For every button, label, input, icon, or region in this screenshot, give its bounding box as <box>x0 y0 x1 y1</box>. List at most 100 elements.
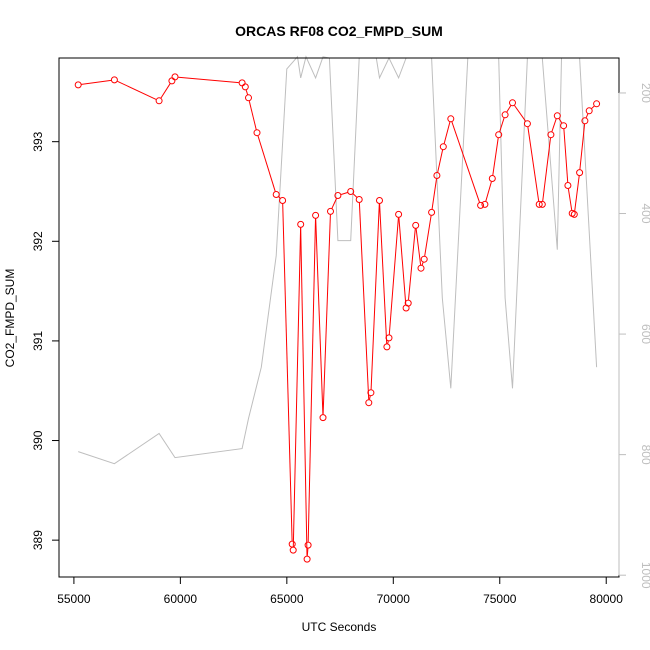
co2-point <box>312 211 320 219</box>
co2-point <box>303 555 311 563</box>
co2-point <box>564 182 572 189</box>
co2-line-segment <box>431 178 437 210</box>
co2-point <box>297 220 305 228</box>
co2-line-segment <box>300 227 308 556</box>
co2-line-segment <box>340 192 348 195</box>
co2-point <box>412 221 420 229</box>
co2-point <box>304 541 312 549</box>
co2-line-segment <box>278 196 281 199</box>
right-tick-label: 200 <box>639 83 650 103</box>
co2-point <box>155 97 163 105</box>
co2-line-segment <box>282 203 293 541</box>
co2-line-segment <box>492 137 499 176</box>
chart-title: ORCAS RF08 CO2_FMPD_SUM <box>235 23 443 39</box>
co2-line-segment <box>558 118 563 124</box>
co2-point <box>365 399 373 407</box>
co2-point <box>447 115 455 123</box>
co2-point <box>433 172 441 179</box>
co2-line-segment <box>443 121 451 144</box>
co2-point <box>547 131 555 139</box>
co2-line-segment <box>591 105 595 109</box>
co2-point <box>495 131 503 139</box>
co2-point <box>327 207 334 215</box>
co2-line-segment <box>387 340 389 344</box>
co2-point <box>501 111 509 119</box>
co2-point <box>289 546 297 554</box>
co2-line-segment <box>574 175 580 212</box>
co2-line-segment <box>315 218 324 415</box>
y-tick-label: 390 <box>31 430 45 450</box>
co2-point <box>576 169 584 177</box>
co2-line-segment <box>257 135 276 192</box>
co2-point <box>347 188 355 195</box>
co2-point <box>581 117 589 125</box>
co2-point <box>355 196 363 203</box>
co2-line-segment <box>292 227 302 547</box>
co2-line-segment <box>485 181 492 202</box>
x-tick-label: 60000 <box>164 592 198 606</box>
co2-line-segment <box>542 137 551 202</box>
y-axis-label: CO2_FMPD_SUM <box>3 269 17 368</box>
x-axis-label: UTC Seconds <box>302 620 377 634</box>
co2-line-segment <box>306 548 309 556</box>
co2-line-segment <box>499 117 505 132</box>
x-tick-label: 75000 <box>483 592 517 606</box>
co2-point <box>110 76 118 84</box>
y-tick-label: 393 <box>31 131 45 151</box>
co2-line-segment <box>415 228 422 265</box>
co2-point <box>553 112 561 120</box>
right-tick-label: 600 <box>639 324 650 344</box>
co2-line-segment <box>248 100 257 130</box>
co2-point <box>385 334 393 342</box>
co2-point <box>319 414 327 422</box>
right-tick-label: 400 <box>639 204 650 224</box>
right-tick-label: 800 <box>639 445 650 465</box>
co2-line-segment <box>585 113 589 118</box>
co2-line-segment <box>388 217 399 335</box>
co2-line-segment <box>451 121 480 203</box>
co2-point <box>279 197 287 204</box>
co2-line-segment <box>567 188 573 211</box>
co2-line-segment <box>352 193 358 198</box>
co2-point <box>74 81 82 89</box>
x-tick-label: 55000 <box>57 592 91 606</box>
co2-point <box>439 143 447 151</box>
co2-line-segment <box>178 76 239 84</box>
co2-line-segment <box>81 79 112 85</box>
co2-line-segment <box>322 214 331 415</box>
co2-point <box>538 200 546 208</box>
co2-line-segment <box>424 215 432 257</box>
co2-line-segment <box>245 89 249 95</box>
co2-point <box>171 73 179 81</box>
co2-point <box>376 197 383 204</box>
co2-line-segment <box>117 80 157 100</box>
co2-line-segment <box>506 105 512 113</box>
co2-line-segment <box>408 228 416 300</box>
y-tick-label: 391 <box>31 331 45 351</box>
y-tick-label: 389 <box>31 530 45 550</box>
co2-point <box>428 208 436 216</box>
co2-point <box>535 200 543 208</box>
axes: 55000 60000 65000 70000 75000 80000 389 390 391 3… <box>31 57 650 606</box>
co2-point <box>488 175 496 182</box>
co2-point <box>481 200 489 208</box>
co2-line-segment <box>579 123 586 170</box>
co2-line-segment <box>563 128 569 183</box>
co2-point <box>367 389 375 397</box>
co2-point <box>383 343 391 351</box>
co2-line-segment <box>370 203 380 390</box>
x-tick-label: 65000 <box>270 592 304 606</box>
co2-line-segment <box>551 118 557 132</box>
co2-point <box>417 264 425 272</box>
x-tick-label: 80000 <box>590 592 624 606</box>
co2-point <box>509 99 516 107</box>
y-tick-label: 392 <box>31 231 45 251</box>
co2-point <box>272 191 280 198</box>
co2-series <box>74 73 601 563</box>
co2-point <box>241 83 249 91</box>
co2-point <box>523 120 531 128</box>
co2-line-segment <box>160 83 171 99</box>
co2-line-segment <box>437 149 444 173</box>
co2-line-segment <box>358 202 370 400</box>
